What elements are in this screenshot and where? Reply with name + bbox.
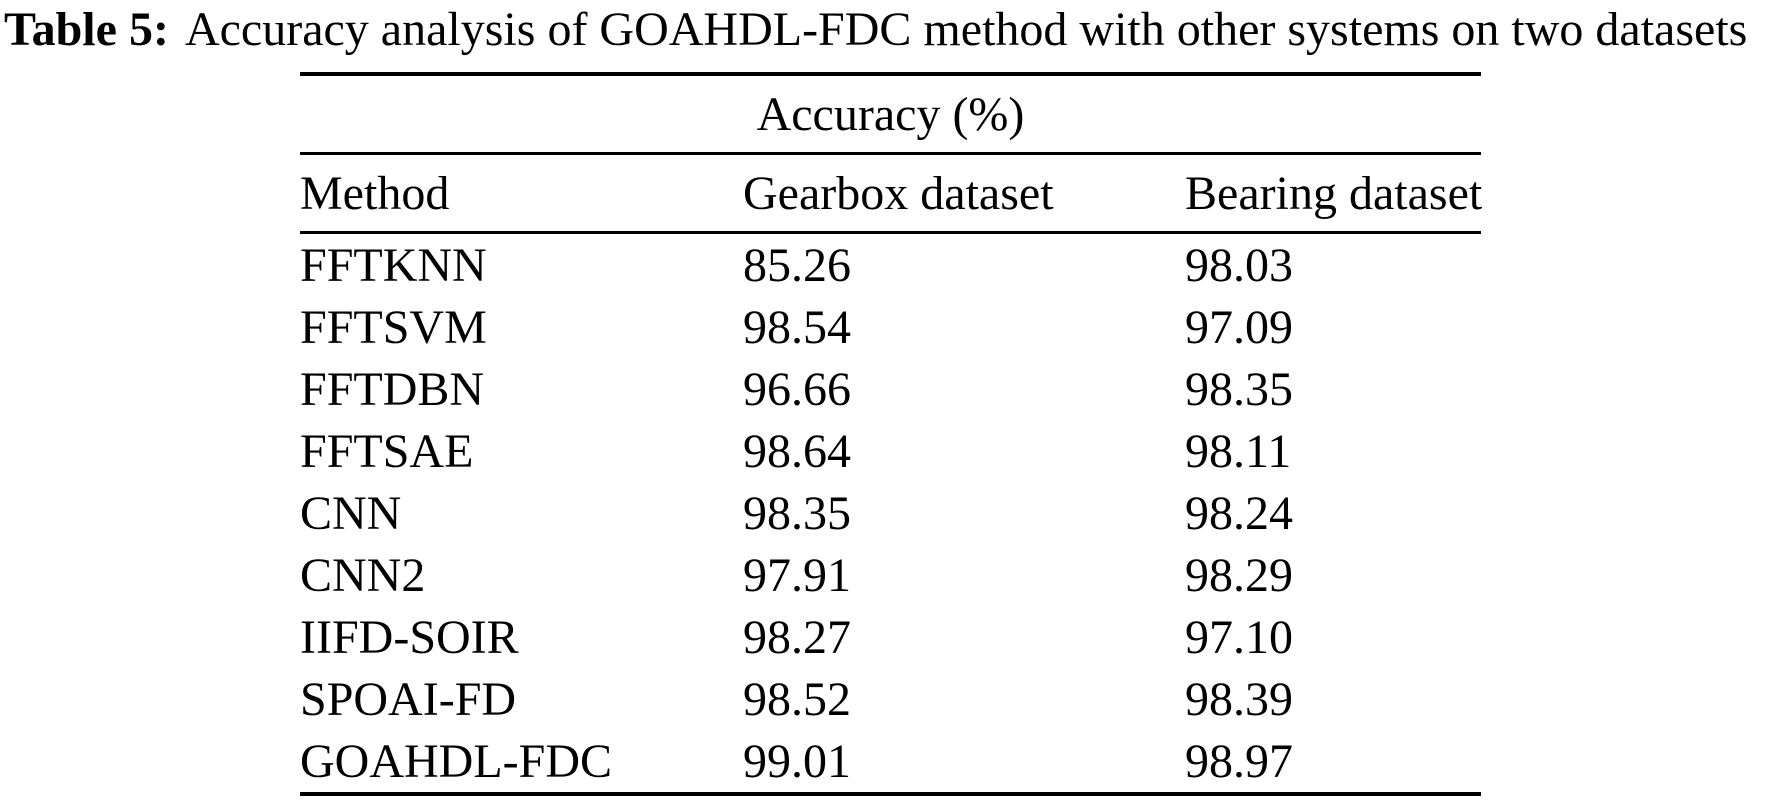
gearbox-value-cell: 97.91 [743, 548, 851, 602]
table-row: GOAHDL-FDC 99.01 98.97 [300, 730, 1481, 792]
method-cell: FFTSVM [300, 300, 487, 354]
table-row: CNN2 97.91 98.29 [300, 544, 1481, 606]
table-row: FFTDBN 96.66 98.35 [300, 358, 1481, 420]
table-row: FFTSVM 98.54 97.09 [300, 296, 1481, 358]
bearing-value-cell: 98.39 [1185, 672, 1293, 726]
column-header-gearbox: Gearbox dataset [743, 166, 1054, 220]
table-top-rule [300, 72, 1481, 76]
bearing-value-cell: 98.24 [1185, 486, 1293, 540]
group-header-rule [300, 152, 1481, 155]
bearing-value-cell: 97.10 [1185, 610, 1293, 664]
accuracy-table: Accuracy (%) Method Gearbox dataset Bear… [300, 72, 1483, 796]
gearbox-value-cell: 96.66 [743, 362, 851, 416]
method-cell: FFTSAE [300, 424, 474, 478]
header-rule [300, 231, 1481, 234]
table-caption: Table 5: Accuracy analysis of GOAHDL-FDC … [4, 2, 1747, 58]
table-row: CNN 98.35 98.24 [300, 482, 1481, 544]
bearing-value-cell: 98.29 [1185, 548, 1293, 602]
method-cell: GOAHDL-FDC [300, 734, 612, 788]
table-caption-text: Accuracy analysis of GOAHDL-FDC method w… [184, 3, 1748, 56]
header-row: Method Gearbox dataset Bearing dataset [300, 155, 1483, 231]
table-caption-label: Table 5: [4, 3, 169, 56]
gearbox-value-cell: 98.52 [743, 672, 851, 726]
table-body: FFTKNN 85.26 98.03 FFTSVM 98.54 97.09 FF… [300, 234, 1481, 792]
group-header: Accuracy (%) [756, 87, 1025, 141]
bearing-value-cell: 98.03 [1185, 238, 1293, 292]
gearbox-value-cell: 98.54 [743, 300, 851, 354]
bearing-value-cell: 97.09 [1185, 300, 1293, 354]
method-cell: SPOAI-FD [300, 672, 517, 726]
gearbox-value-cell: 98.64 [743, 424, 851, 478]
table-bottom-rule [300, 792, 1481, 796]
column-header-method: Method [300, 166, 450, 220]
table-row: SPOAI-FD 98.52 98.39 [300, 668, 1481, 730]
bearing-value-cell: 98.11 [1185, 424, 1292, 478]
table-row: FFTSAE 98.64 98.11 [300, 420, 1481, 482]
column-header-bearing: Bearing dataset [1185, 166, 1483, 220]
gearbox-value-cell: 98.27 [743, 610, 851, 664]
gearbox-value-cell: 99.01 [743, 734, 851, 788]
method-cell: FFTKNN [300, 238, 487, 292]
method-cell: CNN [300, 486, 402, 540]
table-row: IIFD-SOIR 98.27 97.10 [300, 606, 1481, 668]
method-cell: FFTDBN [300, 362, 485, 416]
method-cell: IIFD-SOIR [300, 610, 519, 664]
bearing-value-cell: 98.35 [1185, 362, 1293, 416]
method-cell: CNN2 [300, 548, 426, 602]
gearbox-value-cell: 98.35 [743, 486, 851, 540]
bearing-value-cell: 98.97 [1185, 734, 1293, 788]
table-row: FFTKNN 85.26 98.03 [300, 234, 1481, 296]
gearbox-value-cell: 85.26 [743, 238, 851, 292]
